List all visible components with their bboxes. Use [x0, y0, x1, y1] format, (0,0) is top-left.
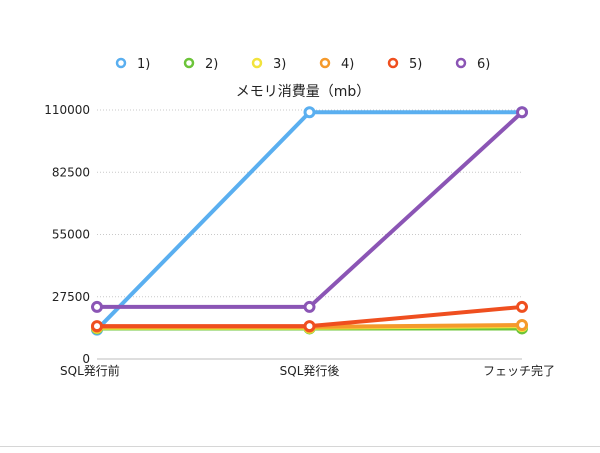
chart-title: メモリ消費量（mb）: [236, 84, 371, 100]
legend-item: 3): [251, 57, 286, 72]
y-tick-label: 110000: [44, 103, 90, 117]
series: [91, 300, 528, 333]
legend-marker: [387, 57, 399, 69]
legend-label: 1): [137, 57, 150, 72]
data-point: [516, 300, 528, 313]
y-axis-ticks: 0 27500 55000 82500 110000: [44, 103, 90, 366]
gridlines: [97, 109, 522, 360]
legend-item: 4): [319, 57, 354, 72]
legend-item: 2): [183, 57, 218, 72]
y-tick-label: 82500: [52, 165, 90, 179]
legend-item: 1): [115, 57, 150, 72]
x-tick-label: フェッチ完了: [483, 363, 555, 378]
data-point: [91, 300, 103, 313]
x-axis-ticks: SQL発行前 SQL発行後 フェッチ完了: [60, 363, 555, 378]
legend-label: 6): [477, 57, 490, 72]
series-lines: [91, 106, 528, 336]
legend-item: 5): [387, 57, 422, 72]
series: [91, 106, 528, 336]
y-tick-label: 0: [82, 352, 90, 366]
x-tick-label: SQL発行後: [280, 364, 340, 378]
legend-label: 2): [205, 57, 218, 72]
data-point: [303, 106, 316, 119]
series-line: [95, 110, 524, 309]
data-point: [303, 300, 316, 313]
data-point: [91, 320, 103, 333]
data-point: [516, 106, 528, 119]
legend-marker: [455, 57, 467, 69]
legend: 1) 2) 3) 4) 5) 6): [115, 57, 490, 72]
legend-item: 6): [455, 57, 490, 72]
legend-marker: [319, 57, 331, 69]
data-point: [516, 319, 528, 332]
legend-marker: [251, 57, 263, 69]
legend-label: 5): [409, 57, 422, 72]
legend-label: 3): [273, 57, 286, 72]
bottom-divider: [0, 446, 600, 447]
y-tick-label: 55000: [52, 228, 90, 242]
data-point: [303, 320, 316, 333]
legend-marker: [115, 57, 127, 69]
x-tick-label: SQL発行前: [60, 363, 120, 378]
series: [91, 106, 528, 313]
y-tick-label: 27500: [52, 290, 90, 304]
legend-marker: [183, 57, 195, 69]
legend-label: 4): [341, 57, 354, 72]
